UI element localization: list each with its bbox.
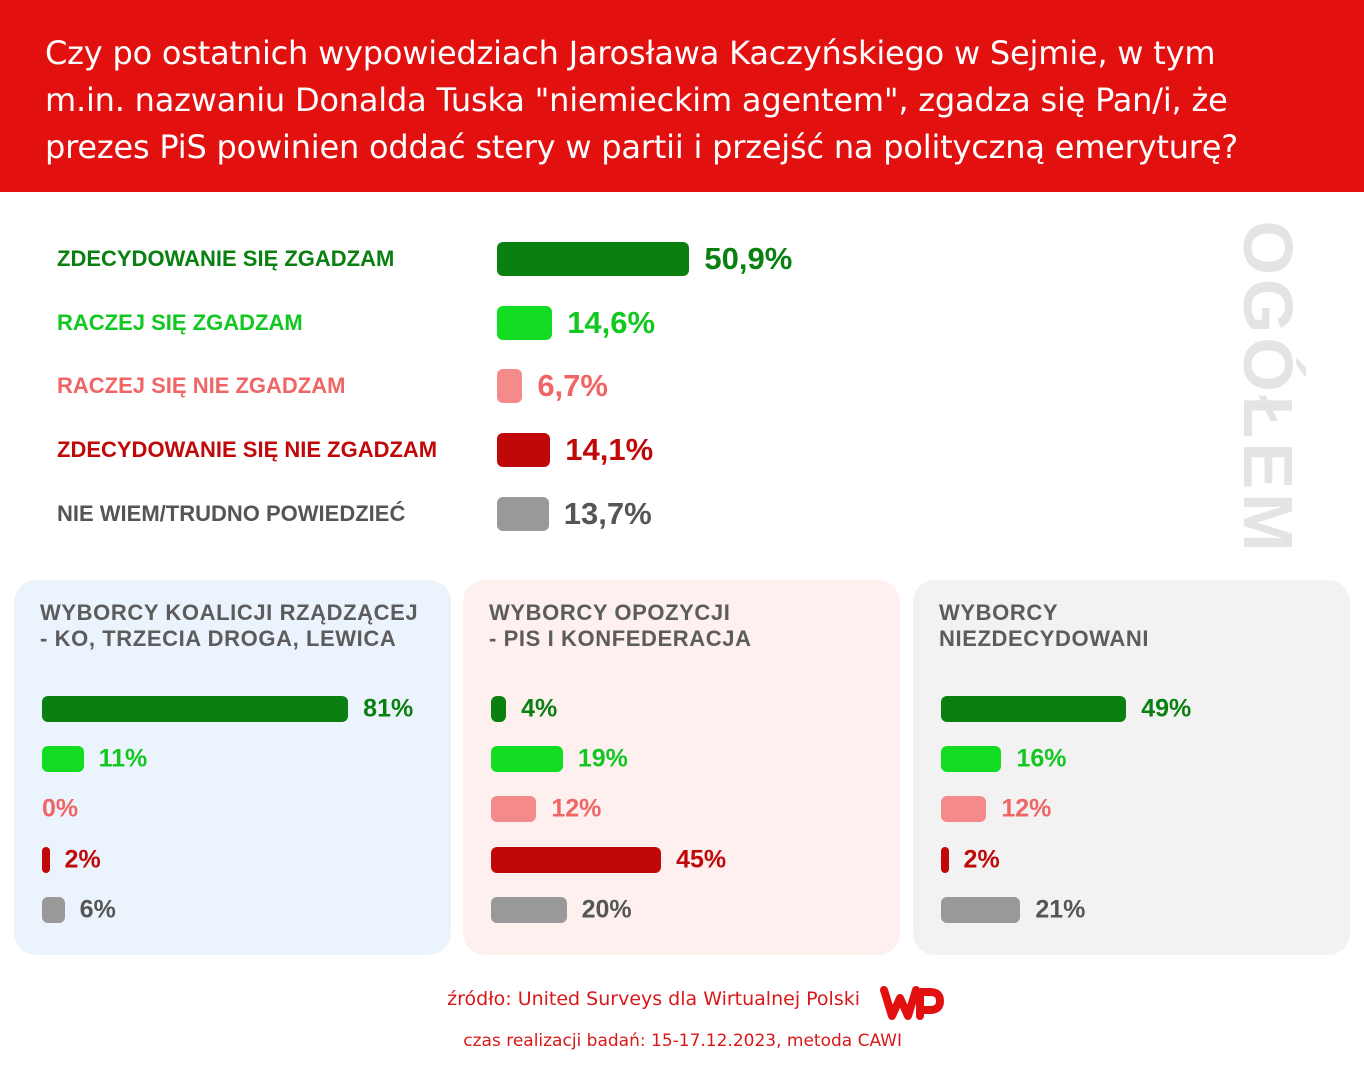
bar — [491, 847, 662, 873]
value-label: 2% — [963, 845, 1000, 874]
method-text: czas realizacji badań: 15-17.12.2023, me… — [463, 1031, 902, 1051]
question-line: Czy po ostatnich wypowiedziach Jarosława… — [45, 34, 1216, 72]
value-label: 12% — [1001, 794, 1052, 823]
value-label: 2% — [64, 845, 101, 874]
category-label: ZDECYDOWANIE SIĘ ZGADZAM — [57, 246, 395, 271]
bar — [497, 369, 523, 403]
panel-title: WYBORCY OPOZYCJI - PIS I KONFEDERACJA — [489, 600, 752, 651]
category-label: RACZEJ SIĘ NIE ZGADZAM — [57, 373, 346, 398]
value-label: 12% — [551, 794, 602, 823]
bar — [42, 847, 50, 873]
category-label: RACZEJ SIĘ ZGADZAM — [57, 310, 303, 335]
value-label: 14,1% — [565, 432, 654, 467]
bar — [941, 696, 1127, 722]
value-label: 19% — [577, 744, 628, 773]
bar — [941, 847, 949, 873]
panel-opposition-voters: WYBORCY OPOZYCJI - PIS I KONFEDERACJA 4%… — [463, 580, 900, 955]
value-label: 11% — [98, 744, 148, 773]
bar — [42, 897, 65, 923]
value-label: 20% — [581, 895, 632, 924]
wp-logo-icon — [880, 986, 944, 1020]
bar — [42, 696, 349, 722]
bar — [491, 897, 567, 923]
bar — [42, 746, 84, 772]
bar — [497, 306, 553, 340]
bar — [497, 242, 690, 276]
header-banner: Czy po ostatnich wypowiedziach Jarosława… — [0, 0, 1364, 192]
value-label: 81% — [363, 694, 414, 723]
value-label: 6% — [79, 895, 116, 924]
wp-logo — [880, 982, 946, 1027]
panel-title: WYBORCY NIEZDECYDOWANI — [939, 600, 1150, 651]
question-line: prezes PiS powinien oddać stery w partii… — [45, 128, 1239, 166]
value-label: 13,7% — [563, 496, 652, 531]
source-text: źródło: United Surveys dla Wirtualnej Po… — [447, 988, 860, 1010]
category-label: ZDECYDOWANIE SIĘ NIE ZGADZAM — [57, 437, 438, 462]
value-label: 49% — [1141, 694, 1192, 723]
bar — [497, 433, 551, 467]
bar — [941, 897, 1021, 923]
panel-coalition-voters: WYBORCY KOALICJI RZĄDZĄCEJ - KO, TRZECIA… — [14, 580, 451, 955]
bar — [941, 796, 987, 822]
panel-undecided-voters: WYBORCY NIEZDECYDOWANI 49% 16% 12% 2% 21% — [913, 580, 1350, 955]
category-label: NIE WIEM/TRUDNO POWIEDZIEĆ — [57, 501, 406, 526]
bar — [491, 746, 563, 772]
value-label: 45% — [676, 845, 727, 874]
bar — [497, 497, 549, 531]
value-label: 50,9% — [704, 241, 793, 276]
value-label: 6,7% — [537, 368, 608, 403]
survey-question: Czy po ostatnich wypowiedziach Jarosława… — [45, 30, 1335, 171]
value-label: 14,6% — [567, 305, 656, 340]
bar — [491, 796, 537, 822]
value-label: 0% — [42, 794, 79, 823]
question-line: m.in. nazwaniu Donalda Tuska "niemieckim… — [45, 81, 1228, 119]
bar — [491, 696, 507, 722]
value-label: 4% — [521, 694, 558, 723]
side-label-overall: OGÓŁEM — [1229, 220, 1307, 556]
panel-title: WYBORCY KOALICJI RZĄDZĄCEJ - KO, TRZECIA… — [40, 600, 419, 651]
bar — [941, 746, 1002, 772]
value-label: 16% — [1016, 744, 1067, 773]
value-label: 21% — [1035, 895, 1086, 924]
